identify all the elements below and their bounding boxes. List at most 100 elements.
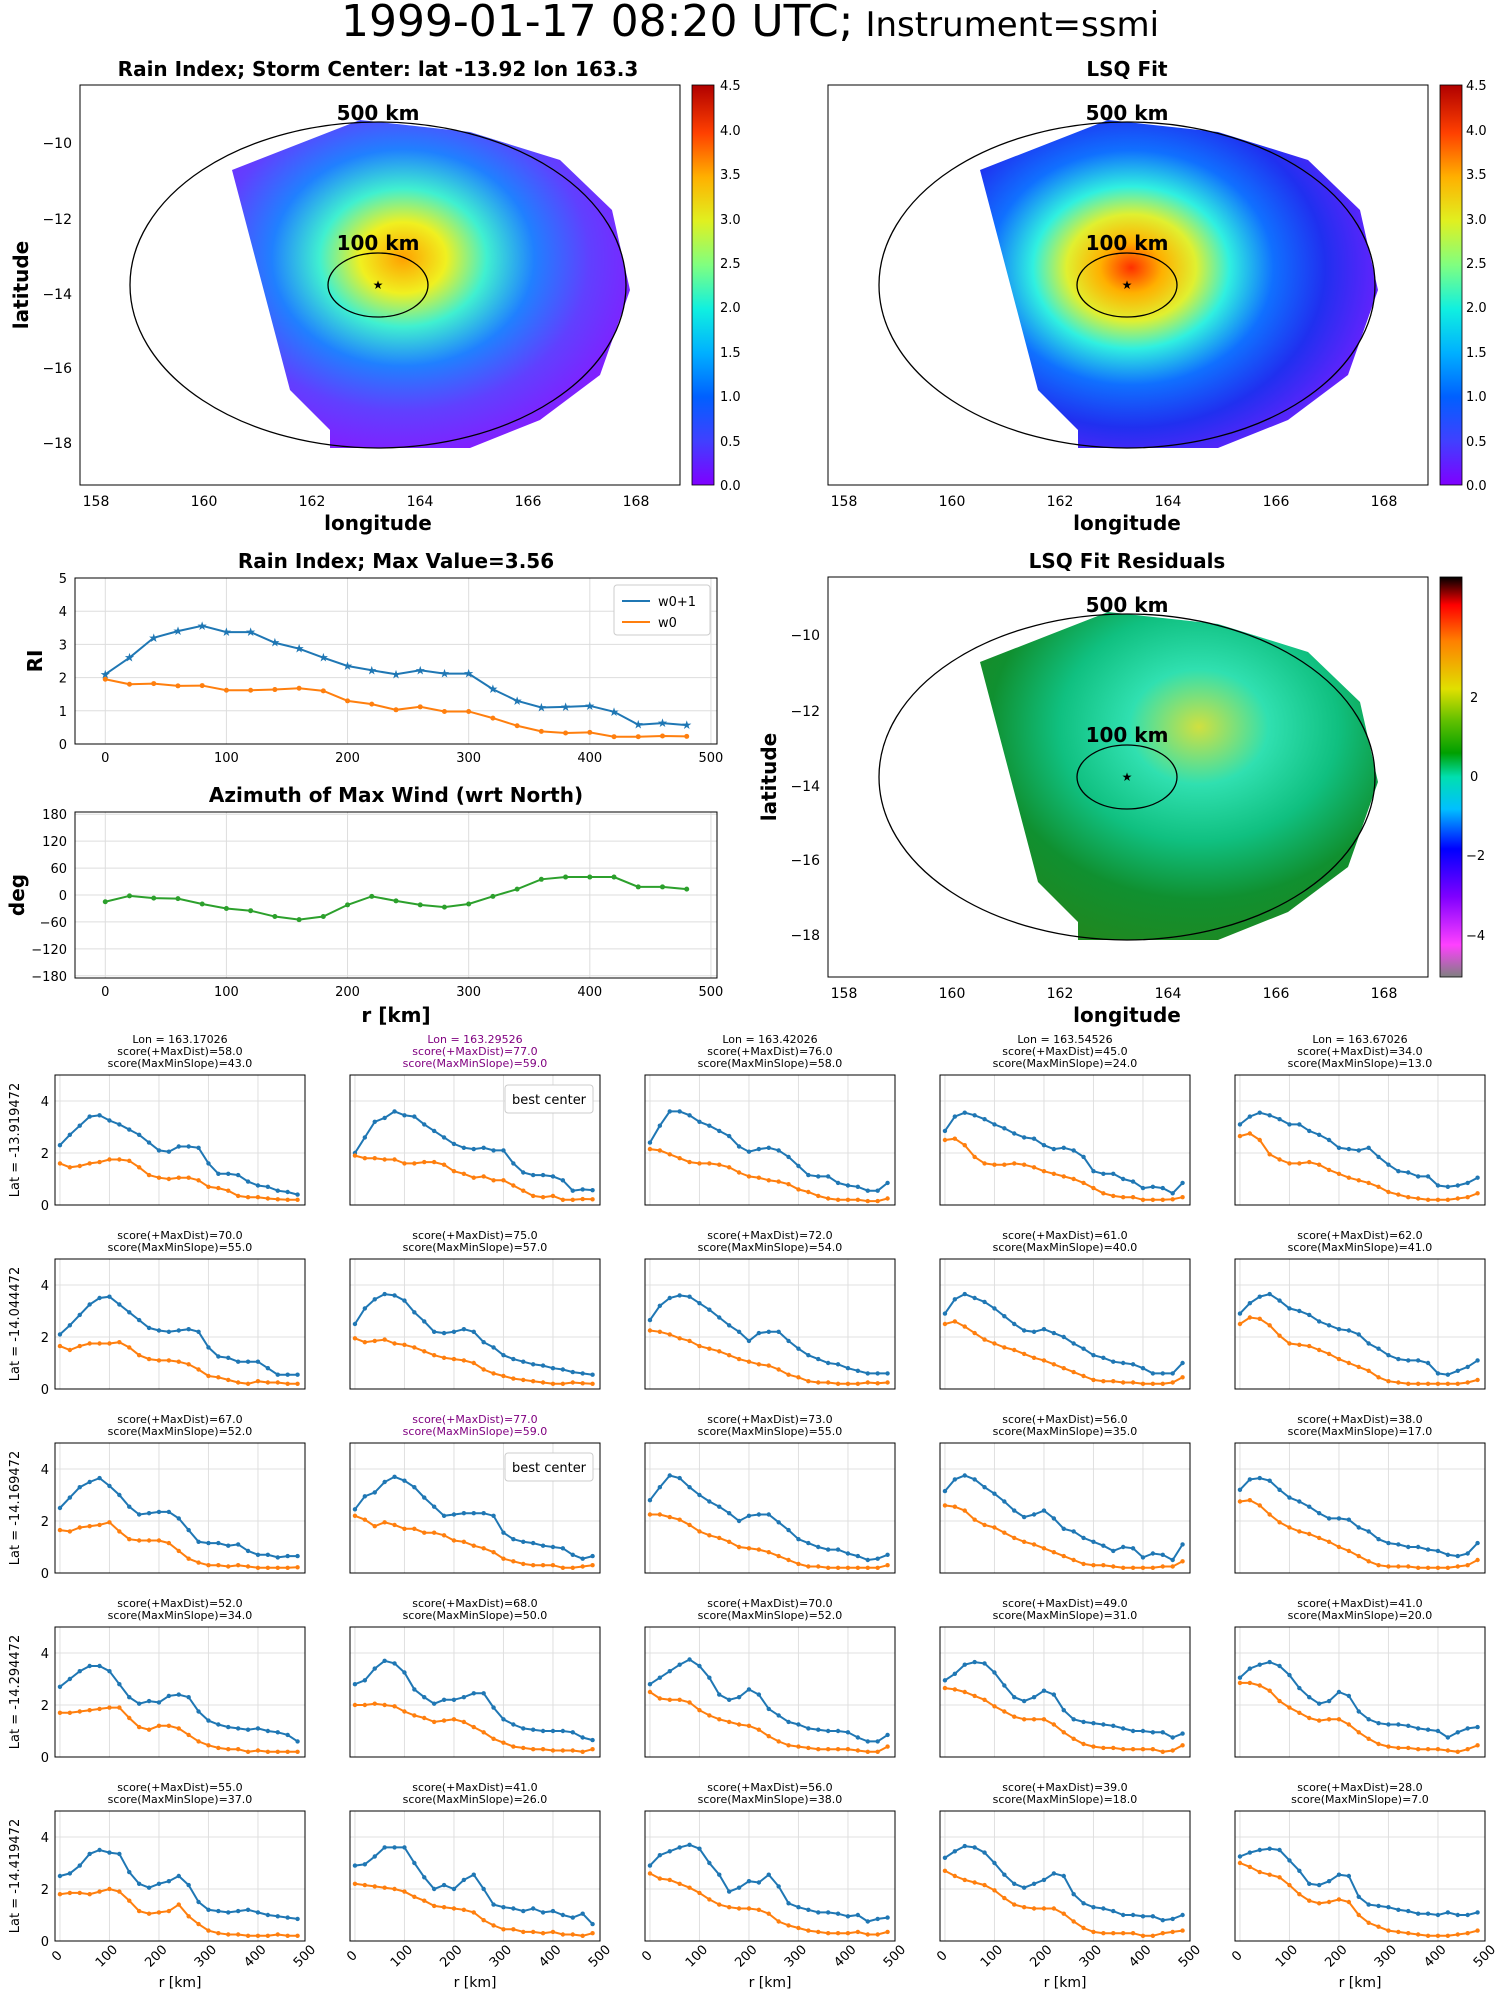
data-point — [206, 1718, 211, 1723]
panel-score-maxminslope: score(MaxMinSlope)=43.0 — [108, 1057, 253, 1070]
data-point — [1061, 1911, 1066, 1916]
data-point — [196, 1709, 201, 1714]
data-point — [530, 1172, 536, 1178]
data-point — [511, 1183, 516, 1188]
data-point — [186, 1914, 191, 1919]
data-point — [563, 874, 569, 880]
data-point — [1465, 1180, 1470, 1186]
data-point — [216, 1354, 221, 1359]
data-point — [57, 1143, 63, 1148]
data-point — [1346, 1722, 1352, 1727]
data-point — [481, 1691, 486, 1696]
data-point — [1336, 1544, 1342, 1550]
data-point — [352, 1321, 358, 1327]
data-point — [1041, 1717, 1047, 1722]
data-point — [942, 1488, 948, 1494]
data-point — [461, 1695, 467, 1700]
data-point — [1346, 1146, 1352, 1152]
ytick: 0 — [59, 738, 67, 753]
data-point — [736, 1144, 742, 1149]
data-point — [1257, 1294, 1262, 1299]
data-point — [570, 1748, 575, 1753]
data-point — [1111, 1193, 1116, 1199]
cbar-tick: −2 — [1466, 849, 1485, 864]
data-point — [235, 1932, 241, 1937]
data-point — [885, 1180, 890, 1186]
data-point — [127, 1869, 132, 1875]
ytick: 2 — [41, 1515, 49, 1530]
data-point — [67, 1347, 73, 1353]
panel-frame — [54, 1626, 306, 1758]
data-point — [466, 708, 472, 714]
data-point — [1277, 1487, 1282, 1493]
data-point — [1396, 1192, 1401, 1197]
data-point — [1287, 1306, 1292, 1311]
data-point: ★ — [415, 663, 426, 677]
data-point — [77, 1343, 82, 1349]
data-point — [657, 1329, 663, 1335]
data-point — [667, 1332, 672, 1337]
data-point: ★ — [512, 694, 523, 708]
data-point — [295, 1933, 300, 1939]
grid-panel-r3-c0: score(+MaxDist)=52.0score(MaxMinSlope)=3… — [8, 1597, 306, 1766]
data-point — [736, 1518, 742, 1524]
data-point — [540, 1563, 546, 1568]
data-point — [707, 1533, 712, 1538]
data-point — [697, 1343, 702, 1349]
data-point — [1041, 1546, 1047, 1551]
data-point — [1415, 1932, 1421, 1937]
data-point — [272, 914, 278, 920]
xtick: 200 — [335, 751, 360, 766]
data-point — [352, 1863, 358, 1868]
data-point — [57, 1505, 63, 1511]
data-point — [962, 1324, 967, 1329]
ytick: 5 — [59, 572, 67, 587]
data-point — [677, 1293, 682, 1298]
data-point — [1415, 1381, 1421, 1387]
data-point — [962, 1662, 967, 1667]
data-point — [717, 1692, 722, 1697]
series-line-blue — [944, 1293, 1184, 1375]
panel-frame — [939, 1442, 1191, 1574]
data-point — [816, 1174, 821, 1179]
data-point — [875, 1749, 880, 1755]
data-point — [1316, 1511, 1322, 1516]
data-point — [1406, 1381, 1411, 1387]
data-point — [657, 1123, 663, 1128]
data-point — [540, 1728, 546, 1734]
data-point — [175, 683, 181, 689]
data-point — [1376, 1721, 1381, 1726]
data-point — [580, 1911, 585, 1916]
data-point — [1150, 1184, 1156, 1190]
data-point — [1435, 1197, 1441, 1203]
data-point — [942, 1868, 948, 1874]
data-point: ★ — [584, 699, 595, 713]
data-point — [1326, 1539, 1332, 1545]
data-point: ★ — [439, 667, 450, 681]
data-point — [992, 1491, 997, 1496]
data-point — [107, 1157, 112, 1162]
data-point — [1307, 1312, 1312, 1318]
data-point — [1396, 1722, 1401, 1727]
data-point — [275, 1372, 280, 1377]
data-point — [216, 1540, 221, 1546]
lsq-fit-field — [980, 120, 1378, 448]
data-point — [422, 1898, 427, 1903]
data-point — [756, 1727, 762, 1732]
data-point — [540, 1931, 546, 1936]
data-point — [1277, 1847, 1282, 1853]
data-point — [235, 1542, 241, 1547]
label-100km: 100 km — [1086, 723, 1169, 747]
data-point — [1396, 1907, 1401, 1913]
legend: w0+1w0 — [613, 584, 711, 636]
data-point — [1425, 1381, 1431, 1387]
data-point — [146, 1325, 152, 1331]
data-point — [647, 1871, 653, 1876]
data-point — [1091, 1185, 1096, 1191]
data-point — [245, 1907, 251, 1913]
data-point — [687, 1113, 692, 1118]
data-point — [1287, 1705, 1292, 1710]
data-point — [412, 1713, 417, 1718]
data-point — [255, 1183, 261, 1188]
data-point — [176, 1516, 181, 1521]
